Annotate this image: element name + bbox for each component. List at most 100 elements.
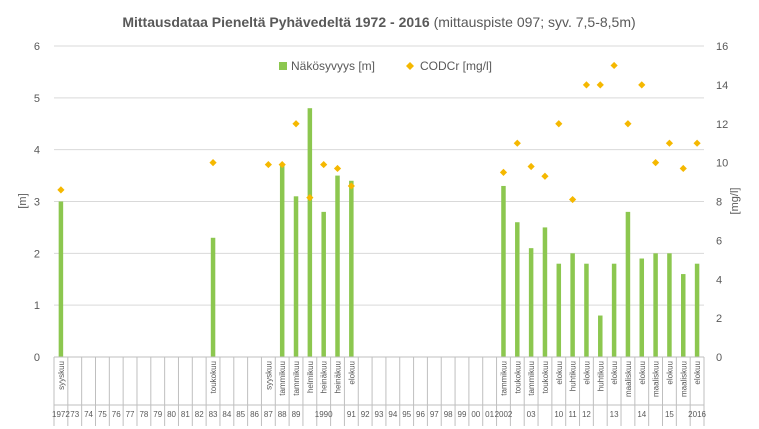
year-label: 95	[402, 410, 411, 419]
secchi-bar	[639, 258, 645, 357]
year-label: 91	[347, 410, 356, 419]
secchi-bar	[279, 165, 285, 357]
year-label: 82	[195, 410, 204, 419]
month-label: helmikuu	[306, 361, 315, 393]
year-label: 94	[388, 410, 397, 419]
left-axis-ticks: 0 1 2 3 4 5 6	[34, 41, 40, 364]
year-label: 2002	[495, 410, 513, 419]
right-tick-label: 4	[716, 274, 722, 286]
month-label: elokuu	[693, 361, 702, 385]
legend-point-label: CODCr [mg/l]	[420, 59, 492, 73]
cod-point	[527, 162, 535, 171]
year-label: 97	[430, 410, 439, 419]
cod-points	[57, 61, 701, 204]
year-label: 11	[568, 410, 577, 419]
year-label: 86	[250, 410, 259, 419]
right-tick-label: 6	[716, 235, 722, 247]
right-tick-label: 14	[716, 80, 728, 92]
month-label: elokuu	[347, 361, 356, 385]
month-label: toukokuu	[541, 361, 550, 393]
left-tick-label: 1	[34, 300, 40, 312]
chart-title-rest: (mittauspiste 097; syv. 7,5-8,5m)	[430, 14, 636, 30]
cod-point	[596, 81, 604, 89]
cod-point	[569, 195, 577, 204]
cod-point	[555, 120, 563, 128]
cod-point	[292, 120, 300, 128]
secchi-bar	[570, 253, 575, 357]
month-label: toukokuu	[513, 361, 522, 393]
month-label: elokuu	[610, 361, 619, 385]
year-label: 89	[292, 410, 301, 419]
legend-point-swatch	[406, 62, 414, 70]
right-tick-label: 8	[716, 197, 722, 209]
year-label: 83	[209, 410, 218, 419]
cod-point	[306, 194, 314, 202]
legend: Näkösyvyys [m] CODCr [mg/l]	[279, 59, 492, 73]
left-tick-label: 3	[34, 197, 40, 209]
year-label: 14	[637, 410, 646, 419]
year-label: 2016	[688, 410, 706, 419]
secchi-bar	[515, 222, 520, 357]
chart-title: Mittausdataa Pieneltä Pyhävedeltä 1972 -…	[122, 14, 635, 30]
cod-point	[209, 159, 217, 167]
cod-point	[278, 160, 286, 169]
legend-bar-swatch	[279, 62, 287, 70]
cod-point	[624, 120, 632, 128]
month-label: huhtikuu	[569, 361, 578, 391]
month-labels: syyskuu toukokuu syyskuu tammikuu tammikuu he…	[57, 361, 702, 397]
chart-title-bold: Mittausdataa Pieneltä Pyhävedeltä 1972 -…	[122, 14, 430, 30]
right-tick-label: 10	[716, 158, 728, 170]
secchi-bar	[210, 237, 216, 357]
secchi-bar	[349, 180, 354, 357]
month-label: elokuu	[555, 361, 564, 385]
year-label: 99	[458, 410, 467, 419]
year-label: 96	[416, 410, 425, 419]
secchi-bar	[681, 274, 686, 357]
month-label: toukokuu	[209, 361, 218, 393]
year-label: 92	[361, 410, 370, 419]
cod-point	[610, 61, 618, 70]
left-tick-label: 6	[34, 41, 40, 53]
month-label: huhtikuu	[596, 361, 605, 391]
month-label: syyskuu	[264, 361, 273, 390]
right-tick-label: 0	[716, 352, 722, 364]
month-label: heinäkuu	[320, 361, 329, 393]
right-axis-ticks: 0 2 4 6 8 10 12 14 16	[716, 41, 728, 364]
secchi-bar	[556, 263, 562, 357]
year-label: 1990	[315, 410, 333, 419]
month-label: tammikuu	[278, 361, 287, 396]
legend-bar-label: Näkösyvyys [m]	[291, 59, 375, 73]
secchi-bar	[584, 263, 589, 357]
secchi-bar	[293, 196, 299, 357]
cod-point	[638, 81, 646, 89]
right-tick-label: 12	[716, 119, 728, 131]
month-label: maaliskuu	[652, 361, 661, 397]
y-axis-right-label: [mg/l]	[729, 188, 741, 215]
year-label: 76	[112, 410, 121, 419]
cod-point	[320, 160, 328, 169]
year-label: 00	[471, 410, 480, 419]
year-label: 87	[264, 410, 273, 419]
secchi-bars	[58, 108, 700, 357]
year-label: 03	[527, 410, 536, 419]
secchi-bar	[611, 263, 617, 357]
year-label: 98	[444, 410, 453, 419]
year-label: 84	[222, 410, 231, 419]
month-label: tammikuu	[527, 361, 536, 396]
month-label: syyskuu	[57, 361, 66, 390]
year-label: 73	[70, 410, 79, 419]
y-axis-left-label: [m]	[17, 193, 29, 208]
left-tick-label: 0	[34, 352, 40, 364]
year-label: 85	[236, 410, 245, 419]
month-label: maaliskuu	[679, 361, 688, 397]
year-label: 10	[554, 410, 563, 419]
secchi-bar	[542, 227, 548, 357]
right-tick-label: 2	[716, 313, 722, 325]
secchi-bar	[667, 253, 672, 357]
year-label: 74	[84, 410, 93, 419]
cod-point	[499, 168, 508, 176]
year-label: 93	[375, 410, 384, 419]
year-label: 12	[582, 410, 591, 419]
cod-point	[651, 159, 660, 167]
cod-point	[513, 139, 521, 147]
